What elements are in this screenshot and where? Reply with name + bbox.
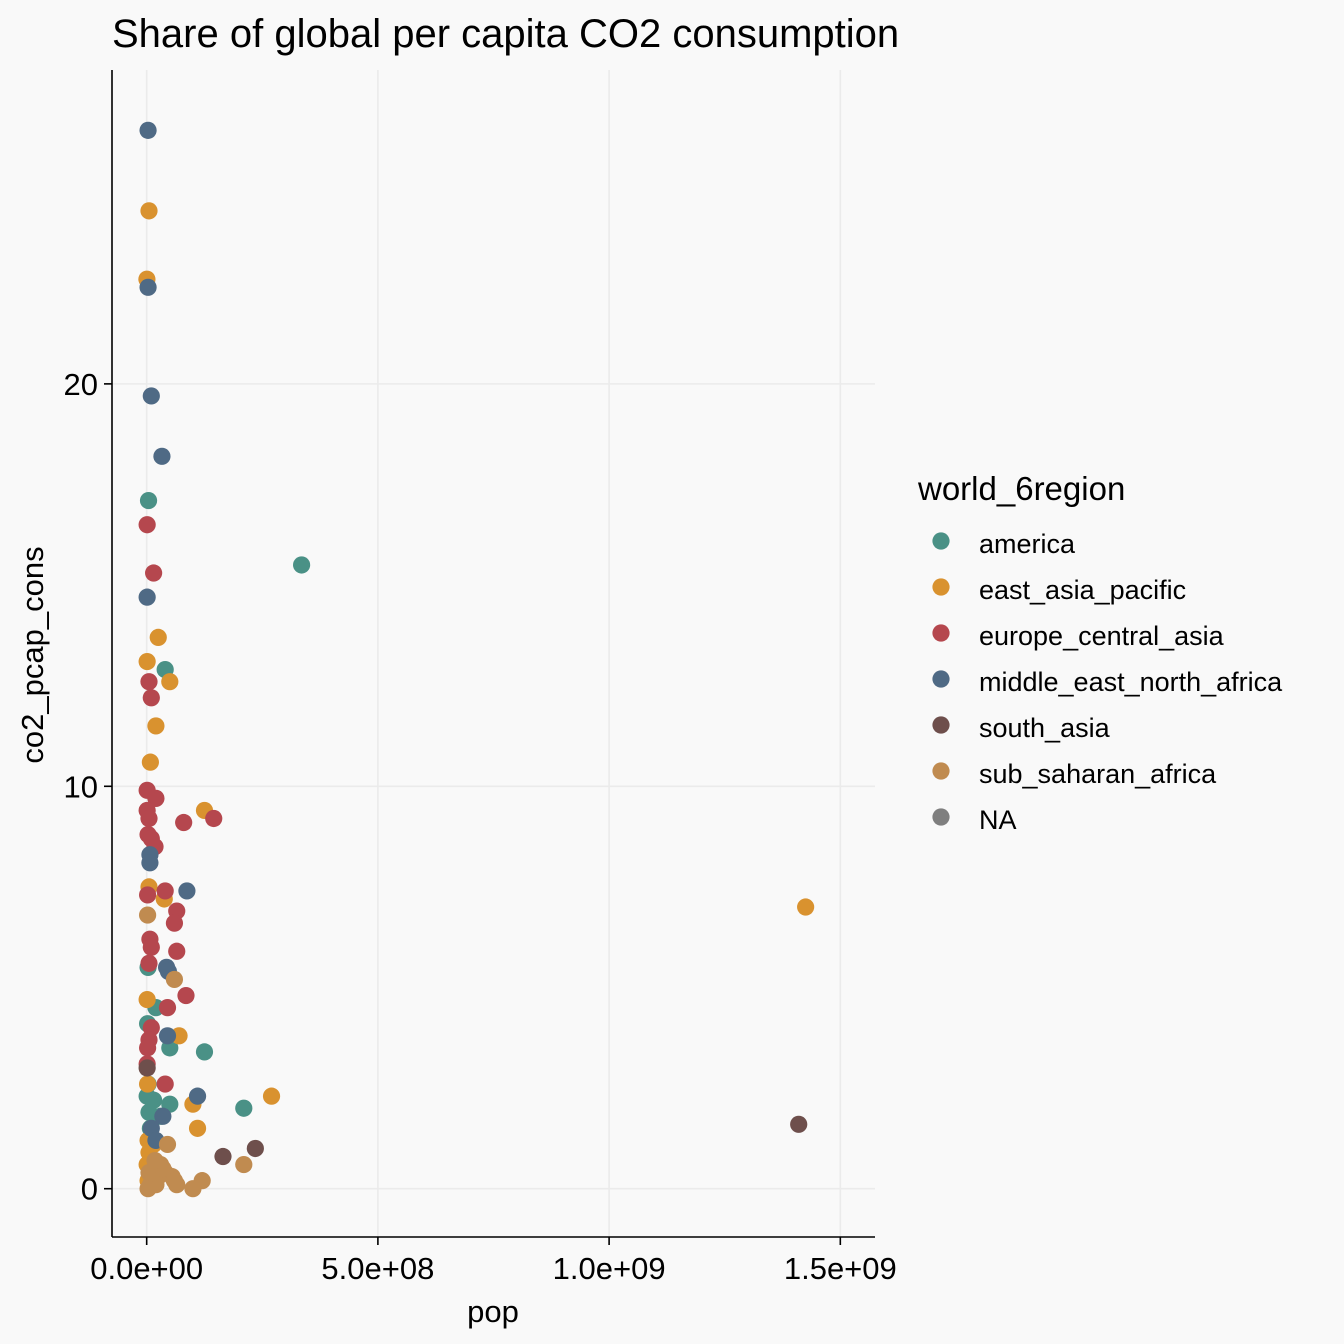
- series-south-asia: [138, 1059, 808, 1166]
- data-point: [156, 882, 174, 900]
- data-point: [195, 1043, 214, 1061]
- data-point: [140, 202, 158, 220]
- data-point: [161, 673, 179, 691]
- data-point: [158, 1135, 177, 1154]
- legend-label: east_asia_pacific: [979, 575, 1186, 605]
- legend-item: east_asia_pacific: [932, 575, 1186, 605]
- data-point: [149, 628, 167, 647]
- data-point: [188, 1087, 207, 1105]
- data-point: [292, 556, 311, 574]
- x-tick-label: 1.5e+09: [784, 1251, 897, 1286]
- data-point: [138, 516, 156, 534]
- legend-item: europe_central_asia: [932, 621, 1225, 651]
- data-point: [141, 753, 159, 771]
- legend-item: NA: [932, 805, 1017, 835]
- data-point: [140, 954, 158, 972]
- legend-swatch: [932, 578, 950, 596]
- legend-item: america: [932, 529, 1076, 559]
- data-point: [142, 387, 160, 405]
- legend-item: sub_saharan_africa: [932, 759, 1217, 789]
- data-point: [165, 970, 184, 989]
- series-sub-saharan-africa: [139, 906, 253, 1198]
- data-point: [235, 1099, 253, 1117]
- legend-item: south_asia: [932, 713, 1111, 743]
- data-point: [140, 673, 158, 691]
- data-point: [141, 854, 159, 872]
- legend-swatch: [932, 624, 950, 642]
- legend-label: america: [979, 529, 1076, 559]
- data-point: [147, 717, 165, 735]
- y-axis-title: co2_pcap_cons: [15, 546, 50, 763]
- data-point: [139, 278, 157, 296]
- data-point: [168, 942, 186, 960]
- data-point: [145, 1091, 163, 1109]
- data-point: [156, 1075, 174, 1093]
- legend-swatch: [932, 808, 950, 826]
- x-tick-label: 5.0e+08: [321, 1251, 434, 1286]
- x-axis-title: pop: [467, 1294, 519, 1329]
- data-point: [139, 121, 157, 139]
- legend-label: sub_saharan_africa: [979, 759, 1217, 789]
- legend-label: NA: [979, 805, 1017, 835]
- data-point: [158, 999, 177, 1017]
- data-point: [138, 652, 156, 671]
- legend-swatch: [932, 670, 950, 688]
- data-point: [790, 1115, 808, 1133]
- legend-swatch: [932, 762, 950, 780]
- data-point: [146, 1151, 164, 1170]
- data-point: [142, 938, 160, 956]
- data-point: [153, 447, 171, 465]
- x-tick-label: 0.0e+00: [90, 1251, 203, 1286]
- data-point: [168, 1176, 186, 1194]
- data-points: [138, 121, 815, 1198]
- x-tick-label: 1.0e+09: [553, 1251, 666, 1286]
- data-point: [177, 986, 195, 1005]
- series-europe-central-asia: [138, 516, 223, 1093]
- data-point: [214, 1147, 232, 1166]
- data-point: [178, 882, 196, 900]
- data-point: [147, 789, 165, 807]
- data-point: [139, 906, 157, 924]
- y-tick-label: 0: [81, 1172, 98, 1207]
- data-point: [139, 1075, 157, 1093]
- legend-swatch: [932, 716, 950, 734]
- legend-label: south_asia: [979, 713, 1111, 743]
- series-middle-east-north-africa: [138, 121, 207, 1150]
- data-point: [138, 588, 156, 606]
- data-point: [797, 898, 815, 916]
- data-point: [154, 1107, 172, 1125]
- x-axis-ticks: 0.0e+00 5.0e+08 1.0e+09 1.5e+09: [90, 1237, 897, 1286]
- legend-title: world_6region: [917, 470, 1125, 507]
- data-point: [138, 1059, 156, 1077]
- legend-label: middle_east_north_africa: [979, 667, 1283, 697]
- data-point: [139, 491, 158, 510]
- y-tick-label: 20: [64, 367, 98, 402]
- data-point: [235, 1155, 253, 1174]
- data-point: [205, 809, 223, 828]
- data-point: [246, 1139, 264, 1158]
- data-point: [184, 1180, 202, 1198]
- data-point: [145, 564, 163, 582]
- legend-swatch: [932, 532, 950, 550]
- data-point: [140, 809, 158, 828]
- data-point: [165, 914, 184, 932]
- data-point: [138, 990, 156, 1009]
- data-point: [158, 1027, 177, 1045]
- data-point: [139, 886, 157, 904]
- legend-item: middle_east_north_africa: [932, 667, 1283, 697]
- legend-label: europe_central_asia: [979, 621, 1225, 651]
- data-point: [262, 1087, 281, 1105]
- data-point: [139, 1039, 157, 1057]
- data-point: [142, 689, 160, 707]
- data-point: [175, 813, 193, 832]
- y-tick-label: 10: [64, 769, 98, 804]
- y-axis-ticks: 0 10 20: [64, 367, 112, 1207]
- legend: world_6region america east_asia_pacificeu…: [917, 470, 1283, 835]
- chart-title: Share of global per capita CO2 consumpti…: [112, 12, 899, 56]
- data-point: [139, 1180, 157, 1198]
- data-point: [188, 1119, 207, 1137]
